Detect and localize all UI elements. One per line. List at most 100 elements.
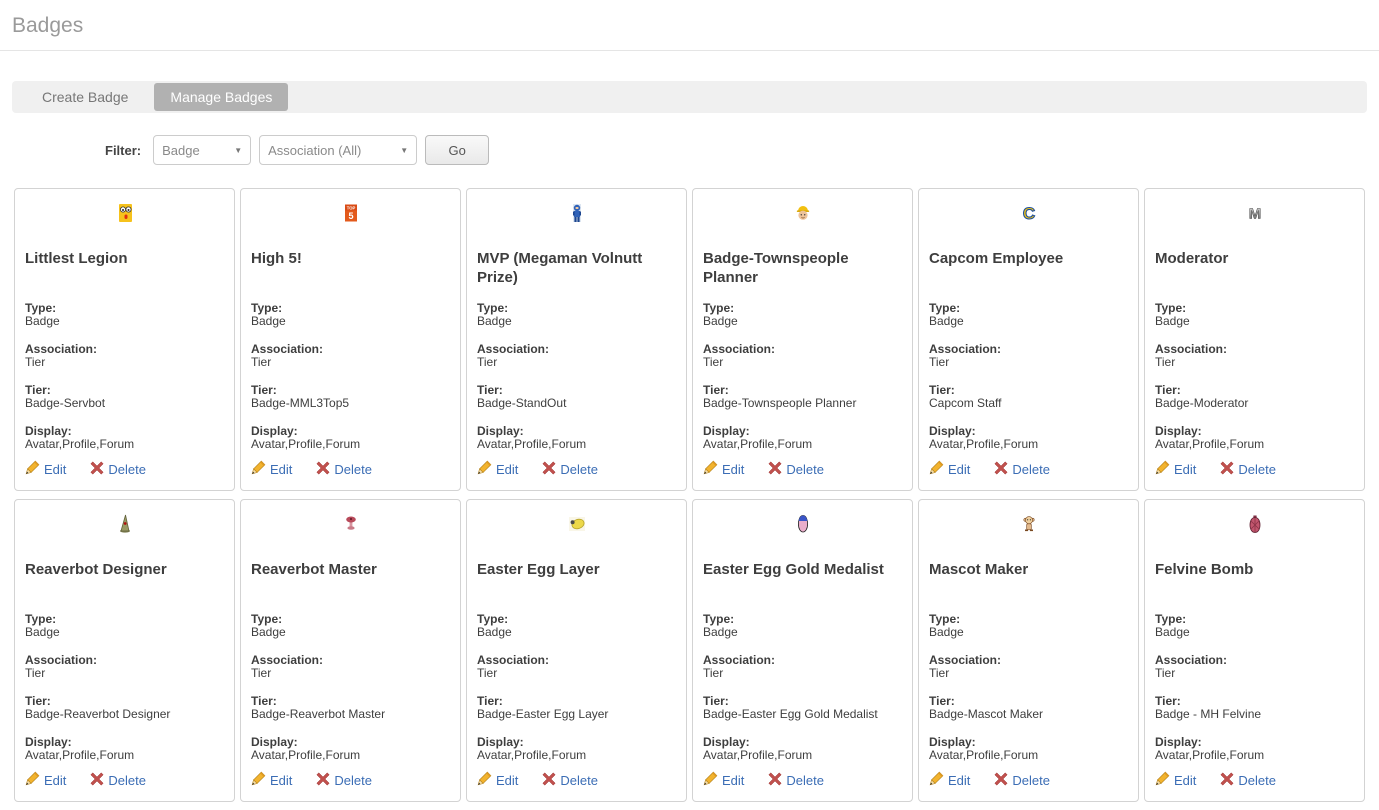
edit-link-label: Edit xyxy=(496,461,519,477)
pencil-icon xyxy=(251,771,266,789)
delete-link[interactable]: Delete xyxy=(768,771,824,789)
type-field: Type: Badge xyxy=(251,613,450,639)
tier-label: Tier: xyxy=(703,694,729,708)
delete-link[interactable]: Delete xyxy=(542,771,598,789)
type-label: Type: xyxy=(25,301,57,315)
badge-type-select[interactable]: Badge ▼ xyxy=(153,135,252,165)
delete-link[interactable]: Delete xyxy=(768,460,824,478)
edit-link[interactable]: Edit xyxy=(251,771,292,789)
pencil-icon xyxy=(477,460,492,478)
display-label: Display: xyxy=(477,735,524,749)
delete-link[interactable]: Delete xyxy=(90,460,146,478)
association-label: Association: xyxy=(929,342,1002,356)
go-button[interactable]: Go xyxy=(425,135,490,165)
red-x-icon xyxy=(994,771,1008,789)
edit-link[interactable]: Edit xyxy=(25,460,66,478)
edit-link[interactable]: Edit xyxy=(929,460,970,478)
display-field: Display: Avatar,Profile,Forum xyxy=(251,736,450,762)
delete-link-label: Delete xyxy=(560,461,598,477)
delete-link[interactable]: Delete xyxy=(316,771,372,789)
red-x-icon xyxy=(542,460,556,478)
delete-link[interactable]: Delete xyxy=(994,460,1050,478)
tier-label: Tier: xyxy=(25,694,51,708)
delete-link[interactable]: Delete xyxy=(994,771,1050,789)
page-header: Badges xyxy=(0,0,1379,51)
edit-link[interactable]: Edit xyxy=(1155,771,1196,789)
display-label: Display: xyxy=(1155,735,1202,749)
type-label: Type: xyxy=(929,612,961,626)
type-value: Badge xyxy=(25,314,60,328)
red-x-icon xyxy=(1220,460,1234,478)
red-x-icon xyxy=(90,771,104,789)
type-field: Type: Badge xyxy=(477,302,676,328)
association-value: Tier xyxy=(251,355,272,369)
delete-link-label: Delete xyxy=(786,772,824,788)
badge-title: Reaverbot Designer xyxy=(25,561,167,578)
type-value: Badge xyxy=(251,625,286,639)
type-value: Badge xyxy=(929,314,964,328)
edit-link[interactable]: Edit xyxy=(703,460,744,478)
edit-link[interactable]: Edit xyxy=(703,771,744,789)
pencil-icon xyxy=(703,460,718,478)
badge-title: MVP (Megaman Volnutt Prize) xyxy=(477,250,643,286)
edit-link[interactable]: Edit xyxy=(477,460,518,478)
association-field: Association: Tier xyxy=(929,654,1128,680)
edit-link[interactable]: Edit xyxy=(929,771,970,789)
association-label: Association: xyxy=(477,342,550,356)
delete-link[interactable]: Delete xyxy=(90,771,146,789)
badge-type-select-value: Badge xyxy=(162,142,200,158)
association-field: Association: Tier xyxy=(25,654,224,680)
edit-link-label: Edit xyxy=(1174,461,1197,477)
tier-field: Tier: Badge-Townspeople Planner xyxy=(703,384,902,410)
display-value: Avatar,Profile,Forum xyxy=(929,748,1039,762)
association-field: Association: Tier xyxy=(1155,343,1354,369)
delete-link[interactable]: Delete xyxy=(316,460,372,478)
edit-link[interactable]: Edit xyxy=(477,771,518,789)
tier-value: Badge-StandOut xyxy=(477,396,567,410)
red-x-icon xyxy=(994,460,1008,478)
type-label: Type: xyxy=(251,612,283,626)
svg-text:5: 5 xyxy=(348,211,353,221)
delete-link[interactable]: Delete xyxy=(1220,771,1276,789)
type-value: Badge xyxy=(251,314,286,328)
association-value: Tier xyxy=(929,666,950,680)
edit-link[interactable]: Edit xyxy=(25,771,66,789)
svg-text:TOP: TOP xyxy=(346,206,355,211)
display-field: Display: Avatar,Profile,Forum xyxy=(25,425,224,451)
display-value: Avatar,Profile,Forum xyxy=(251,437,361,451)
tab-manage-badges[interactable]: Manage Badges xyxy=(154,83,289,111)
display-value: Avatar,Profile,Forum xyxy=(1155,437,1265,451)
type-label: Type: xyxy=(703,301,735,315)
edit-link-label: Edit xyxy=(948,461,971,477)
display-label: Display: xyxy=(25,424,72,438)
card-actions: Edit Delete xyxy=(1155,771,1354,791)
tier-label: Tier: xyxy=(1155,383,1181,397)
tier-label: Tier: xyxy=(1155,694,1181,708)
edit-link[interactable]: Edit xyxy=(251,460,292,478)
reaverbot-designer-icon xyxy=(25,514,224,536)
association-label: Association: xyxy=(929,653,1002,667)
delete-link-label: Delete xyxy=(1012,461,1050,477)
association-value: Tier xyxy=(477,666,498,680)
association-value: Tier xyxy=(25,355,46,369)
chevron-down-icon: ▼ xyxy=(400,145,409,155)
tier-label: Tier: xyxy=(477,383,503,397)
moderator-m-icon: M xyxy=(1155,203,1354,225)
edit-link-label: Edit xyxy=(948,772,971,788)
display-field: Display: Avatar,Profile,Forum xyxy=(477,736,676,762)
delete-link-label: Delete xyxy=(108,461,146,477)
association-label: Association: xyxy=(251,653,324,667)
tier-field: Tier: Badge-Mascot Maker xyxy=(929,695,1128,721)
edit-link[interactable]: Edit xyxy=(1155,460,1196,478)
display-field: Display: Avatar,Profile,Forum xyxy=(929,425,1128,451)
association-label: Association: xyxy=(703,653,776,667)
delete-link[interactable]: Delete xyxy=(542,460,598,478)
type-label: Type: xyxy=(1155,301,1187,315)
edit-link-label: Edit xyxy=(270,461,293,477)
tab-create-badge[interactable]: Create Badge xyxy=(42,89,129,105)
delete-link[interactable]: Delete xyxy=(1220,460,1276,478)
tier-value: Badge-MML3Top5 xyxy=(251,396,350,410)
type-label: Type: xyxy=(25,612,57,626)
association-select[interactable]: Association (All) ▼ xyxy=(259,135,418,165)
display-label: Display: xyxy=(929,424,976,438)
